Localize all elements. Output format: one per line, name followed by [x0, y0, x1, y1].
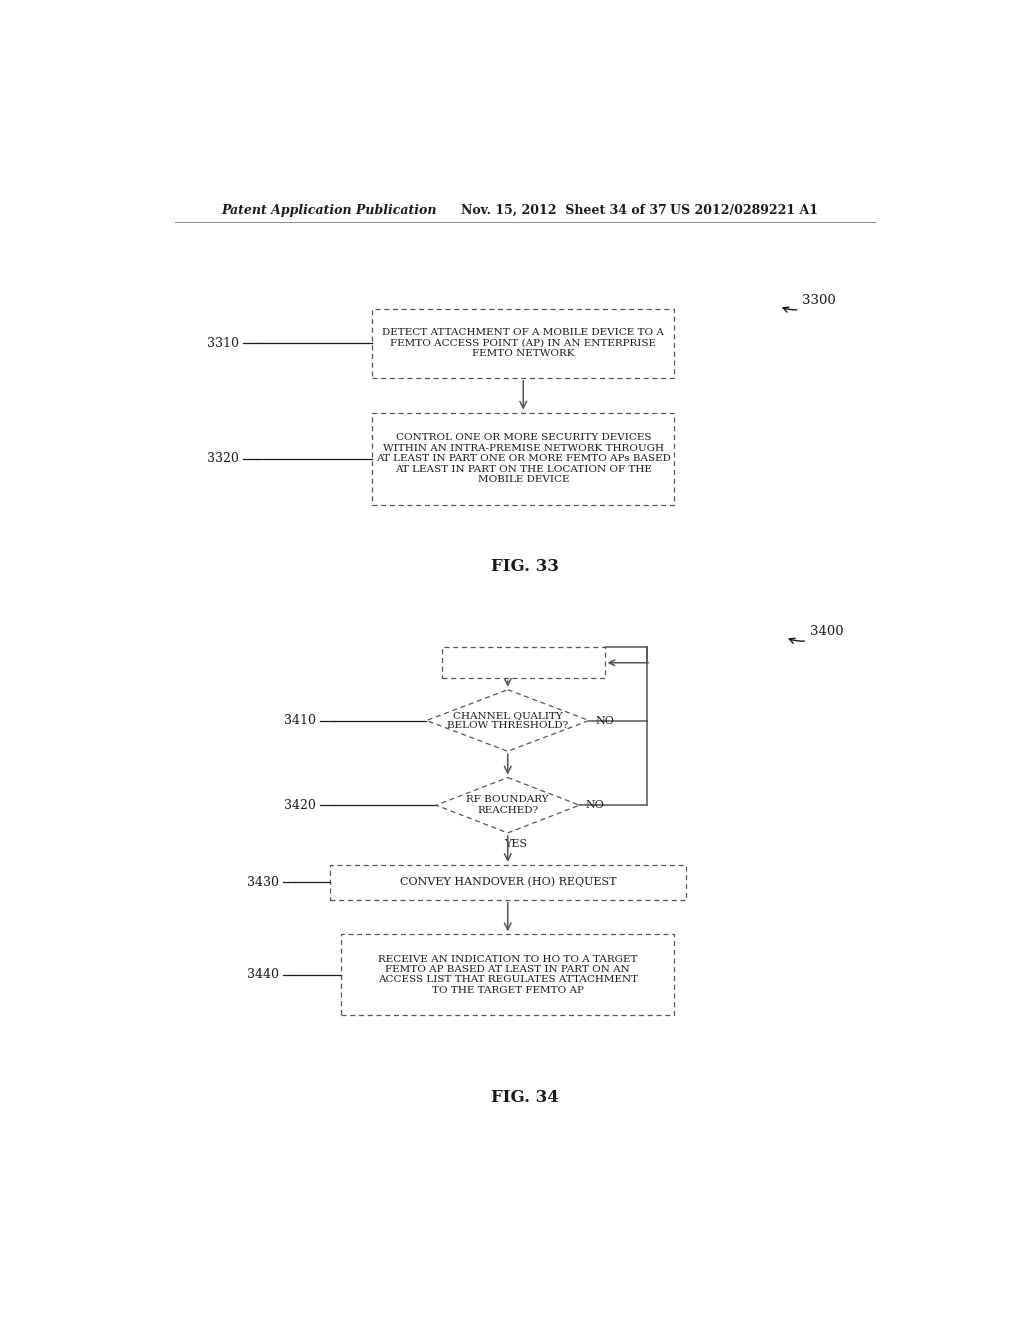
Text: RECEIVE AN INDICATION TO HO TO A TARGET
FEMTO AP BASED AT LEAST IN PART ON AN
AC: RECEIVE AN INDICATION TO HO TO A TARGET …	[378, 954, 638, 995]
Text: 3410: 3410	[285, 714, 316, 727]
Text: RF BOUNDARY
REACHED?: RF BOUNDARY REACHED?	[467, 796, 549, 814]
Text: US 2012/0289221 A1: US 2012/0289221 A1	[671, 205, 818, 218]
Text: CONVEY HANDOVER (HO) REQUEST: CONVEY HANDOVER (HO) REQUEST	[399, 876, 616, 887]
Text: 3320: 3320	[207, 453, 239, 465]
Text: 3420: 3420	[285, 799, 316, 812]
Text: 3440: 3440	[247, 968, 280, 981]
Text: 3400: 3400	[790, 626, 844, 643]
Text: 3310: 3310	[207, 337, 239, 350]
FancyBboxPatch shape	[330, 865, 686, 899]
FancyBboxPatch shape	[372, 412, 675, 506]
Text: YES: YES	[504, 838, 527, 849]
Text: FIG. 33: FIG. 33	[490, 558, 559, 576]
Text: NO: NO	[586, 800, 604, 810]
FancyBboxPatch shape	[372, 309, 675, 378]
Text: 3300: 3300	[783, 294, 836, 312]
Text: CONTROL ONE OR MORE SECURITY DEVICES
WITHIN AN INTRA-PREMISE NETWORK THROUGH
AT : CONTROL ONE OR MORE SECURITY DEVICES WIT…	[376, 433, 671, 484]
Polygon shape	[426, 689, 589, 751]
Text: Patent Application Publication: Patent Application Publication	[221, 205, 436, 218]
Text: FIG. 34: FIG. 34	[490, 1089, 559, 1106]
Text: Nov. 15, 2012  Sheet 34 of 37: Nov. 15, 2012 Sheet 34 of 37	[461, 205, 667, 218]
Text: NO: NO	[595, 715, 614, 726]
Text: 3430: 3430	[247, 875, 280, 888]
FancyBboxPatch shape	[442, 647, 604, 678]
FancyBboxPatch shape	[341, 935, 675, 1015]
Text: CHANNEL QUALITY
BELOW THRESHOLD?: CHANNEL QUALITY BELOW THRESHOLD?	[447, 710, 568, 730]
Polygon shape	[436, 777, 580, 833]
Text: DETECT ATTACHMENT OF A MOBILE DEVICE TO A
FEMTO ACCESS POINT (AP) IN AN ENTERPRI: DETECT ATTACHMENT OF A MOBILE DEVICE TO …	[382, 329, 665, 358]
